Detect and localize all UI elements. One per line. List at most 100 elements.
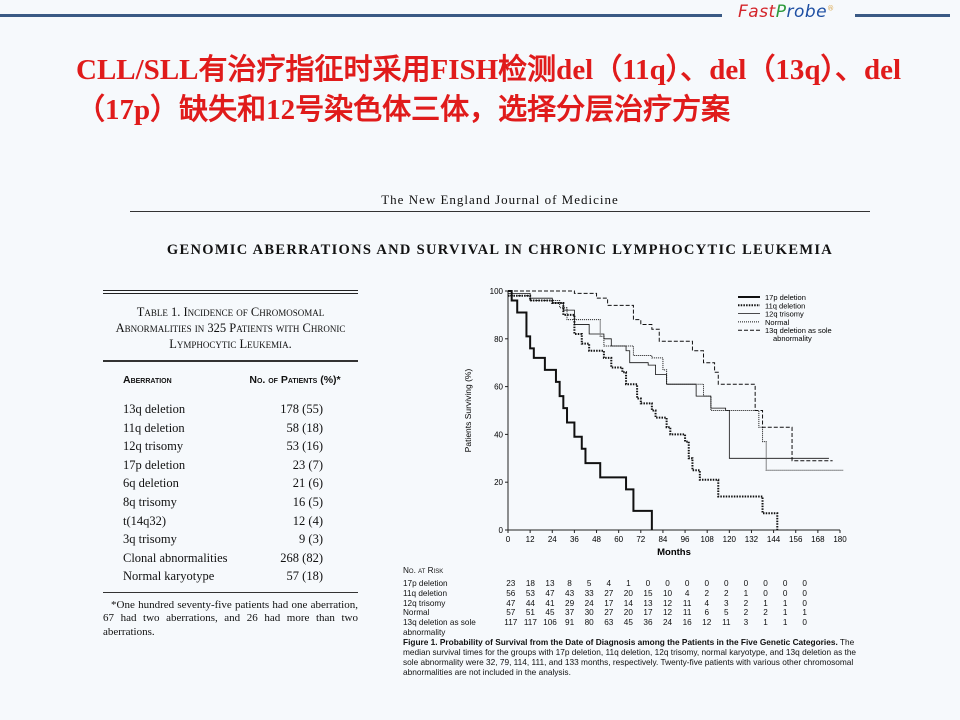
table-rule: [103, 360, 358, 362]
at-risk-value: 27: [604, 608, 614, 618]
at-risk-value: 11: [682, 598, 692, 608]
x-tick-label: 144: [767, 535, 781, 544]
at-risk-value: 57: [506, 608, 516, 618]
at-risk-value: 51: [525, 608, 535, 618]
survival-chart: 0 12 24 36 48 60 72 84 96 108 120 132 144 156 168 180 0 2…: [463, 287, 847, 558]
at-risk-value: 45: [545, 608, 555, 618]
legend-label: 13q deletion as sole: [765, 326, 832, 335]
count-cell: 58 (18): [286, 420, 323, 435]
at-risk-value: 2: [743, 598, 749, 608]
series-line-1: [508, 294, 779, 530]
at-risk-value: 11: [722, 618, 731, 628]
at-risk-value: 0: [802, 579, 807, 588]
header-rule-left: [0, 14, 722, 17]
header-rule-right: [855, 14, 950, 17]
at-risk-value: 14: [623, 598, 633, 608]
at-risk-value: 13: [643, 598, 653, 608]
at-risk-value: 0: [684, 579, 690, 588]
x-axis-label: Months: [657, 547, 691, 558]
count-cell: 57 (18): [286, 569, 323, 584]
at-risk-value: 20: [623, 588, 633, 598]
table-caption: Table 1. Incidence of Chromosomal Abnorm…: [115, 305, 346, 351]
group-name: Normal: [403, 608, 430, 618]
at-risk-value: 0: [802, 588, 807, 598]
at-risk-value: 24: [584, 598, 594, 608]
fastprobe-logo: FastProbe®: [738, 2, 835, 22]
at-risk-value: 117: [504, 618, 518, 628]
at-risk-value: 17: [604, 598, 614, 608]
table-row: 6q deletion 21 (6): [103, 474, 358, 493]
at-risk-value: 0: [763, 579, 768, 588]
at-risk-value: 16: [682, 618, 692, 628]
at-risk-value: 13: [545, 579, 555, 588]
at-risk-table: No. at Risk 17p deletion 23 18 13 8 5 4 1 0 0 0 0 0 0…: [403, 566, 815, 638]
group-name: 11q deletion: [403, 588, 448, 598]
table-row: Clonal abnormalities 268 (82): [103, 549, 358, 568]
at-risk-row: 17p deletion 23 18 13 8 5 4 1 0 0 0 0 0 0 0 0 0: [403, 579, 815, 589]
at-risk-value: 44: [525, 598, 535, 608]
x-tick-label: 0: [506, 535, 511, 544]
at-risk-value: 63: [604, 618, 614, 628]
at-risk-value: 4: [684, 588, 690, 598]
count-cell: 12 (4): [292, 513, 323, 528]
table-row: 17p deletion 23 (7): [103, 456, 358, 475]
table-footnote: *One hundred seventy-five patients had o…: [103, 591, 358, 640]
count-cell: 16 (5): [292, 494, 323, 509]
table-row: 8q trisomy 16 (5): [103, 493, 358, 512]
at-risk-value: 1: [782, 598, 788, 608]
x-tick-label: 132: [745, 535, 759, 544]
journal-name: The New England Journal of Medicine: [130, 192, 870, 212]
at-risk-value: 0: [763, 588, 768, 598]
at-risk-value: 0: [645, 579, 651, 588]
count-cell: 23 (7): [292, 457, 323, 472]
aberration-cell: 6q deletion: [123, 476, 179, 491]
at-risk-value: 18: [525, 579, 535, 588]
at-risk-value: 1: [763, 618, 768, 628]
at-risk-value: 36: [643, 618, 653, 628]
at-risk-row: 12q trisomy 47 44 41 29 24 17 14 13 12 11 4 3 2 1 1 0: [403, 599, 815, 609]
at-risk-value: 0: [724, 579, 729, 588]
table-header: Aberration No. of Patients (%)*: [103, 362, 358, 400]
at-risk-value: 29: [565, 598, 575, 608]
group-name: 12q trisomy: [403, 598, 446, 608]
at-risk-value: 5: [724, 608, 729, 618]
aberration-cell: t(14q32): [123, 513, 167, 528]
legend-label: 11q deletion: [765, 301, 805, 310]
count-cell: 21 (6): [292, 476, 323, 491]
at-risk-value: 10: [662, 588, 673, 598]
at-risk-value: 12: [662, 608, 673, 618]
count-cell: 178 (55): [280, 402, 323, 416]
x-tick-label: 180: [833, 535, 847, 544]
at-risk-value: 53: [525, 588, 535, 598]
table-row: 13q deletion 178 (55): [103, 400, 358, 419]
at-risk-value: 2: [704, 588, 710, 598]
at-risk-value: 3: [724, 598, 729, 608]
at-risk-value: 0: [665, 579, 670, 588]
x-tick-label: 168: [811, 535, 825, 544]
table-row: 11q deletion 58 (18): [103, 419, 358, 438]
col-aberration: Aberration: [123, 374, 172, 386]
at-risk-value: 4: [606, 579, 612, 588]
at-risk-value: 1: [743, 588, 749, 598]
at-risk-value: 12: [702, 618, 712, 628]
count-cell: 53 (16): [286, 439, 323, 454]
at-risk-value: 91: [565, 618, 575, 628]
table-rule: [103, 290, 358, 294]
at-risk-value: 1: [782, 618, 788, 628]
at-risk-value: 1: [782, 608, 788, 618]
series-line-0: [508, 290, 653, 530]
at-risk-value: 106: [543, 618, 557, 628]
count-cell: 9 (3): [299, 532, 323, 547]
x-tick-label: 24: [548, 535, 557, 544]
legend-label: 12q trisomy: [765, 310, 804, 319]
table-row: 12q trisomy 53 (16): [103, 437, 358, 456]
at-risk-value: 1: [763, 598, 768, 608]
at-risk-value: 37: [565, 608, 575, 618]
at-risk-value: 0: [782, 588, 788, 598]
aberration-cell: 17p deletion: [123, 457, 186, 472]
x-tick-label: 108: [701, 535, 715, 544]
at-risk-value: 0: [802, 598, 807, 608]
at-risk-value: 80: [584, 618, 594, 628]
at-risk-value: 0: [782, 579, 788, 588]
x-tick-label: 48: [592, 535, 601, 544]
